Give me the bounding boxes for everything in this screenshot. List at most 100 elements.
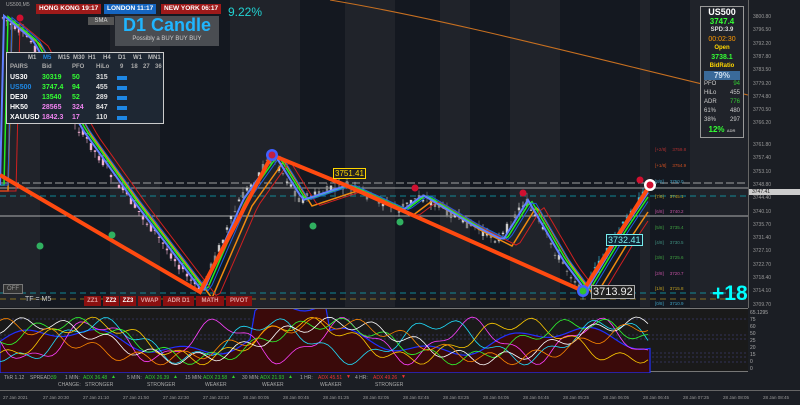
price-tick: 3727.10	[753, 248, 772, 255]
tick-rate: TkR 1.12	[4, 375, 25, 381]
pair-row[interactable]: HK50 28565 324 847	[10, 104, 162, 114]
timeframe-m30[interactable]: M30	[73, 55, 85, 61]
candle	[117, 184, 121, 188]
fib-level-price: 3735.4	[669, 225, 684, 230]
signal-dot-green	[309, 222, 317, 230]
candle	[165, 248, 169, 251]
timeframe-m5[interactable]: M5	[43, 55, 52, 61]
pair-bid: 13540	[42, 94, 62, 101]
timeframe-m1[interactable]: M1	[28, 55, 37, 61]
arrow-down-icon: ▼	[401, 374, 406, 380]
pair-row[interactable]: XAUUSD 1842.3 17 110	[10, 114, 162, 124]
timeframe-m15[interactable]: M15	[58, 55, 70, 61]
strength-bar	[117, 76, 127, 80]
button-adr-d1[interactable]: ADR D1	[163, 296, 194, 306]
indicator-tick: 65.1295	[750, 310, 769, 316]
button-zz1[interactable]: ZZ1	[84, 296, 101, 306]
fib-level-name: [+2/8]	[655, 147, 667, 152]
candle	[121, 185, 125, 191]
symbol-label: US500,M5	[6, 2, 30, 8]
candle	[77, 131, 81, 133]
button-vwap[interactable]: VWAP	[138, 296, 161, 306]
candle	[289, 184, 293, 187]
candle	[417, 195, 421, 198]
signal-dot-red	[16, 14, 24, 22]
indicator-line	[0, 317, 649, 366]
pivot-marker-inner	[268, 151, 276, 159]
time-tick: 27 Jan 21:50	[123, 395, 150, 400]
candle	[229, 215, 233, 220]
button-pivot[interactable]: PIVOT	[226, 296, 252, 306]
candle	[141, 216, 145, 220]
indicator-line	[0, 317, 649, 366]
timeframe-h4[interactable]: H4	[103, 55, 111, 61]
signal-dot-green	[108, 231, 116, 239]
pair-name: US500	[10, 84, 32, 91]
fib-level-price: 3710.9	[669, 301, 684, 306]
candle	[293, 190, 297, 197]
sma-button[interactable]: SMA	[88, 17, 114, 25]
candle	[33, 45, 37, 54]
price-chart[interactable]: US500,M5 HONG KONG 19:17 LONDON 11:17 NE…	[0, 0, 748, 307]
button-zz3[interactable]: ZZ3	[120, 296, 136, 306]
strength-bar	[117, 116, 127, 120]
fib-level-name: [8/8]	[655, 179, 664, 184]
button-zz2[interactable]: ZZ2	[103, 296, 119, 306]
candle	[285, 181, 289, 183]
fib-level-price: 3759.8	[672, 147, 687, 152]
price-tick: 3787.80	[753, 53, 772, 60]
tf-label: TF = M5	[25, 296, 52, 303]
candle	[237, 199, 241, 202]
pairs-header: HiLo	[96, 64, 110, 70]
pair-pfo: 50	[72, 74, 80, 81]
timeframe-mn1[interactable]: MN1	[148, 55, 161, 61]
candle	[145, 223, 149, 225]
pair-hilo: 110	[96, 114, 108, 121]
candle	[405, 202, 409, 204]
fib-level-price: 3754.9	[672, 163, 687, 168]
pair-name: DE30	[10, 94, 28, 101]
candle	[313, 191, 317, 195]
price-tick: 3748.80	[753, 181, 772, 188]
timeframe-d1[interactable]: D1	[118, 55, 126, 61]
pair-name: HK50	[10, 104, 28, 111]
candle	[481, 229, 485, 236]
pair-hilo: 847	[96, 104, 108, 111]
indicator-pane[interactable]	[0, 301, 748, 374]
time-tick: 28 Jan 08:05	[723, 395, 750, 400]
pair-row[interactable]: US30 30319 50 315	[10, 74, 162, 84]
button-math[interactable]: MATH	[196, 296, 224, 306]
adx-note: WEAKER	[262, 382, 284, 388]
pair-hilo: 455	[96, 84, 108, 91]
fib-level-name: [+1/8]	[655, 163, 667, 168]
adx-timeframe: 1 MIN:	[65, 375, 80, 381]
indicator-tick: 25	[750, 338, 756, 344]
candle	[177, 264, 181, 270]
pips-readout: +186	[712, 282, 748, 305]
pairs-header: 36	[155, 64, 162, 70]
timeframe-h1[interactable]: H1	[88, 55, 96, 61]
info-symbol: US500	[708, 7, 736, 17]
fib-level-name: [5/8]	[655, 225, 664, 230]
ma-blue	[0, 16, 649, 292]
spread-label: SPREAD:	[30, 375, 52, 381]
session-band	[650, 0, 690, 307]
candle	[149, 223, 153, 232]
info-bidratio: 79%	[704, 71, 740, 80]
price-tick: 3709.70	[753, 301, 772, 308]
candle	[209, 263, 213, 269]
indicator-tick: 50	[750, 331, 756, 337]
session-band	[40, 0, 110, 307]
candle	[421, 199, 425, 202]
strength-bar	[117, 106, 127, 110]
off-button[interactable]: OFF	[3, 284, 23, 294]
candle	[493, 241, 497, 243]
candle	[109, 175, 113, 178]
indicator-tick: 60	[750, 324, 756, 330]
timeframe-w1[interactable]: W1	[133, 55, 142, 61]
candle	[213, 255, 217, 262]
pair-row[interactable]: US500 3747.4 94 455	[10, 84, 162, 94]
pair-pfo: 17	[72, 114, 80, 121]
candle	[157, 236, 161, 238]
pair-row[interactable]: DE30 13540 52 289	[10, 94, 162, 104]
